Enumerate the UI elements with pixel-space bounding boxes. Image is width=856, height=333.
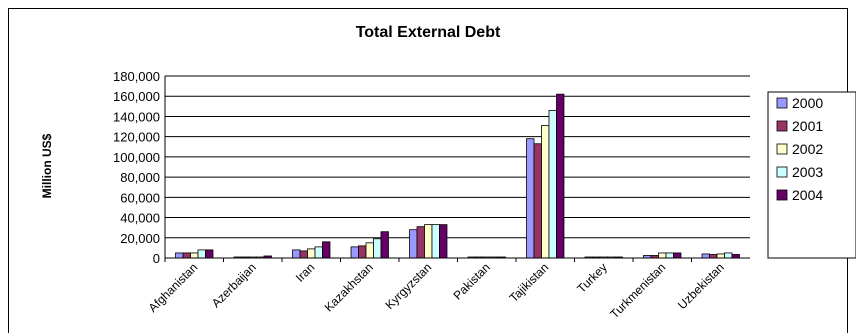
legend-label-2001: 2001 [792,118,823,134]
bar-2003-tajikistan [548,109,557,259]
category-label: Pakistan [450,260,492,302]
axes [164,76,750,262]
bar-2000-iran [292,249,301,259]
bar-2000-kyrgyzstan [409,229,418,259]
bar-2002-turkmenistan [658,252,667,259]
bar-2002-tajikistan [541,125,550,259]
chart-title: Total External Debt [356,24,501,41]
y-tick-label: 180,000 [113,69,160,84]
legend-swatch-2004 [776,189,788,201]
bar-2001-afghanistan [182,252,191,259]
bar-2000-tajikistan [526,138,535,259]
category-label: Kyrgyzstan [382,260,434,312]
y-tick-label: 160,000 [113,89,160,104]
category-label: Kazakhstan [322,260,376,314]
category-label: Azerbaijan [209,260,259,310]
bar-2002-uzbekistan [716,253,725,259]
bar-2001-iran [299,250,308,259]
bar-2004-tajikistan [556,93,565,259]
bar-2003-afghanistan [197,249,206,259]
y-tick-label: 20,000 [120,231,160,246]
legend-swatch-2003 [776,166,788,178]
y-tick-label: 80,000 [120,170,160,185]
bar-2001-kyrgyzstan [416,226,425,259]
bar-2002-kyrgyzstan [424,224,433,259]
bar-2001-tajikistan [533,143,542,259]
legend-label-2004: 2004 [792,187,823,203]
category-label: Uzbekistan [675,260,727,312]
y-tick-label: 40,000 [120,211,160,226]
bar-2003-iran [314,246,323,259]
bar-2002-iran [307,248,316,259]
bar-2000-afghanistan [175,252,184,259]
legend-label-2000: 2000 [792,95,823,111]
bar-2004-uzbekistan [731,254,740,259]
y-tick-labels: 0 20,000 40,000 60,000 80,000 100,000 120,000 1… [113,69,160,266]
bar-2003-kyrgyzstan [431,224,440,259]
category-label: Turkey [574,260,610,296]
legend-swatch-2000 [776,97,788,109]
bar-2000-uzbekistan [701,253,710,259]
y-axis-label: Million US$ [40,133,54,198]
category-label: Turkmenistan [607,260,668,321]
bar-2002-kazakhstan [365,242,374,259]
bar-2003-kazakhstan [373,238,382,259]
category-label: Afghanistan [146,260,201,315]
category-label: Tajikistan [507,260,552,305]
category-label: Iran [293,260,318,285]
bar-2000-kazakhstan [350,246,359,259]
bar-2004-turkmenistan [673,252,682,259]
bars [175,93,740,259]
legend-label-2003: 2003 [792,164,823,180]
bar-2004-kazakhstan [380,231,389,259]
y-tick-label: 100,000 [113,150,160,165]
category-labels: Afghanistan Azerbaijan Iran Kazakhstan Kyrgy… [146,260,727,321]
bar-chart: Total External Debt Million US$ 0 20,000 4… [40,24,856,321]
y-tick-label: 60,000 [120,190,160,205]
bar-2001-kazakhstan [358,245,367,259]
gridlines [165,75,750,259]
legend-label-2002: 2002 [792,141,823,157]
bar-2004-iran [322,241,331,259]
bar-2001-uzbekistan [709,254,718,259]
bar-2004-afghanistan [205,249,214,259]
y-tick-label: 140,000 [113,109,160,124]
legend-swatch-2002 [776,143,788,155]
bar-2002-afghanistan [190,252,199,259]
y-tick-label: 120,000 [113,130,160,145]
bar-2003-uzbekistan [724,252,733,259]
legend: 2000 2001 2002 2003 2004 [767,91,856,259]
bar-2003-turkmenistan [665,252,674,259]
bar-2004-kyrgyzstan [439,224,448,259]
legend-swatch-2001 [776,120,788,132]
y-tick-label: 0 [153,251,160,266]
